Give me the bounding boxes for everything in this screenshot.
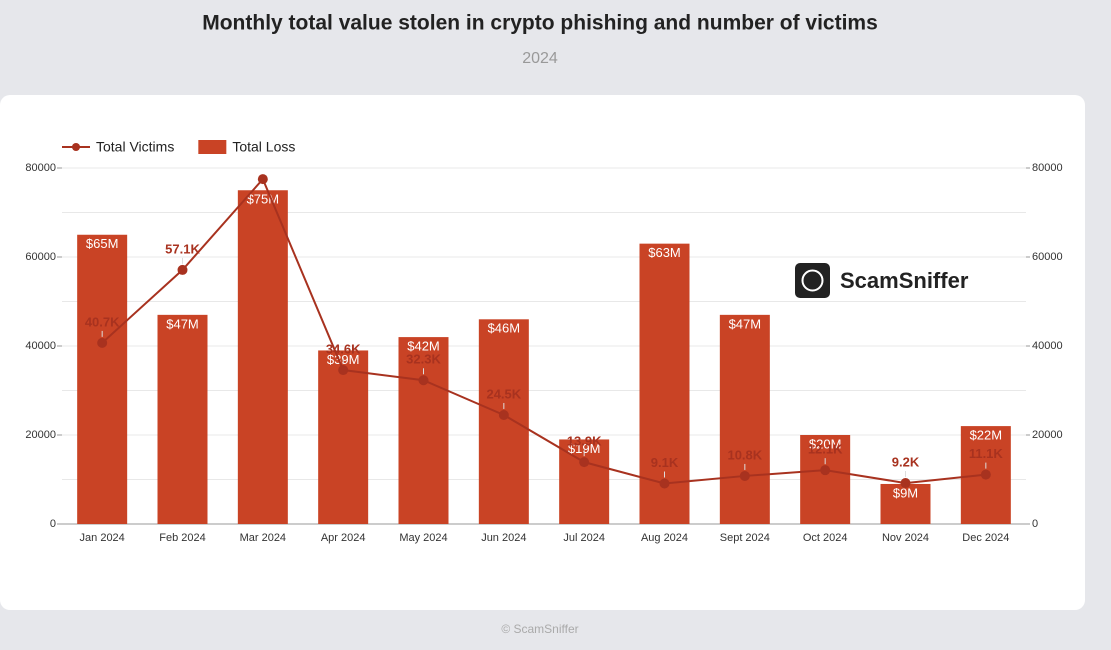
line-marker [177,264,188,275]
line-value-label: 12.1K [808,442,843,457]
bar-value-label: $65M [86,236,119,251]
bar-value-label: $19M [568,441,601,456]
line-value-label: 24.5K [486,386,521,401]
bar-value-label: $47M [166,316,199,331]
legend-label: Total Victims [96,139,174,155]
line [101,177,986,485]
x-tick-label: Feb 2024 [159,532,205,544]
watermark: ScamSniffer [795,263,969,298]
bar-value-label: $46M [488,321,521,336]
bar-value-label: $20M [809,436,842,451]
bar [77,234,128,524]
y-tick-label: 60000 [25,251,56,263]
footer: © ScamSniffer [501,622,578,636]
bar [237,190,288,524]
x-tick-label: Dec 2024 [962,532,1009,544]
watermark-icon [795,263,830,298]
watermark-text: ScamSniffer [840,268,969,293]
line-marker [418,375,429,386]
x-tick-label: Oct 2024 [803,532,848,544]
bar-value-label: $47M [729,316,762,331]
line-marker [257,174,268,185]
line-value-label: 9.1K [651,455,679,470]
chart-title: Monthly total value stolen in crypto phi… [202,12,878,35]
bar [800,435,851,524]
line-marker [820,465,831,476]
y2-tick-label: 60000 [1032,251,1063,263]
line-value-label: 13.9K [567,434,602,449]
x-tick-label: Sept 2024 [720,532,770,544]
line-marker [659,478,670,489]
y-tick-label: 80000 [25,162,56,174]
y2-tick-label: 40000 [1032,340,1063,352]
x-tick-label: Apr 2024 [321,532,366,544]
bar-value-label: $75M [247,192,280,207]
legend-label: Total Loss [232,139,295,155]
line-marker [498,409,509,420]
y-tick-label: 20000 [25,429,56,441]
line-marker [980,469,991,480]
line-marker [338,365,349,376]
x-tick-label: Jul 2024 [563,532,605,544]
bar-value-label: $22M [970,428,1003,443]
bar [157,314,208,524]
x-tick-label: Jun 2024 [481,532,526,544]
line-marker [579,457,590,468]
line-value-label: 11.1K [969,446,1004,461]
y2-tick-label: 80000 [1032,162,1063,174]
x-tick-label: May 2024 [399,532,447,544]
bar [880,483,931,524]
line-value-label: 34.6K [326,341,361,356]
x-tick-label: Mar 2024 [240,532,286,544]
line-value-label: 32.3K [406,352,441,367]
y2-tick-label: 0 [1032,518,1038,530]
bar-value-label: $42M [407,339,440,354]
bar-value-label: $9M [893,485,918,500]
line-value-label: 40.7K [85,314,120,329]
line-marker [900,478,911,489]
legend-swatch [198,140,227,154]
x-tick-label: Nov 2024 [882,532,929,544]
y-tick-label: 0 [50,518,56,530]
bar [478,319,529,524]
chart-subtitle: 2024 [522,50,558,67]
x-tick-label: Aug 2024 [641,532,688,544]
bar [318,350,369,524]
bar [398,337,449,524]
y2-tick-label: 20000 [1032,429,1063,441]
line-value-label: 10.8K [727,447,762,462]
legend-swatch-marker [72,143,80,151]
y-tick-label: 40000 [25,340,56,352]
x-tick-label: Jan 2024 [80,532,125,544]
watermark-icon-ring [801,269,824,292]
line-value-label: 57.1K [165,241,200,256]
line-marker [97,337,108,348]
line-value-label: 9.2K [892,454,920,469]
line-marker [739,470,750,481]
bar [719,314,770,524]
bar-value-label: $63M [648,245,681,260]
